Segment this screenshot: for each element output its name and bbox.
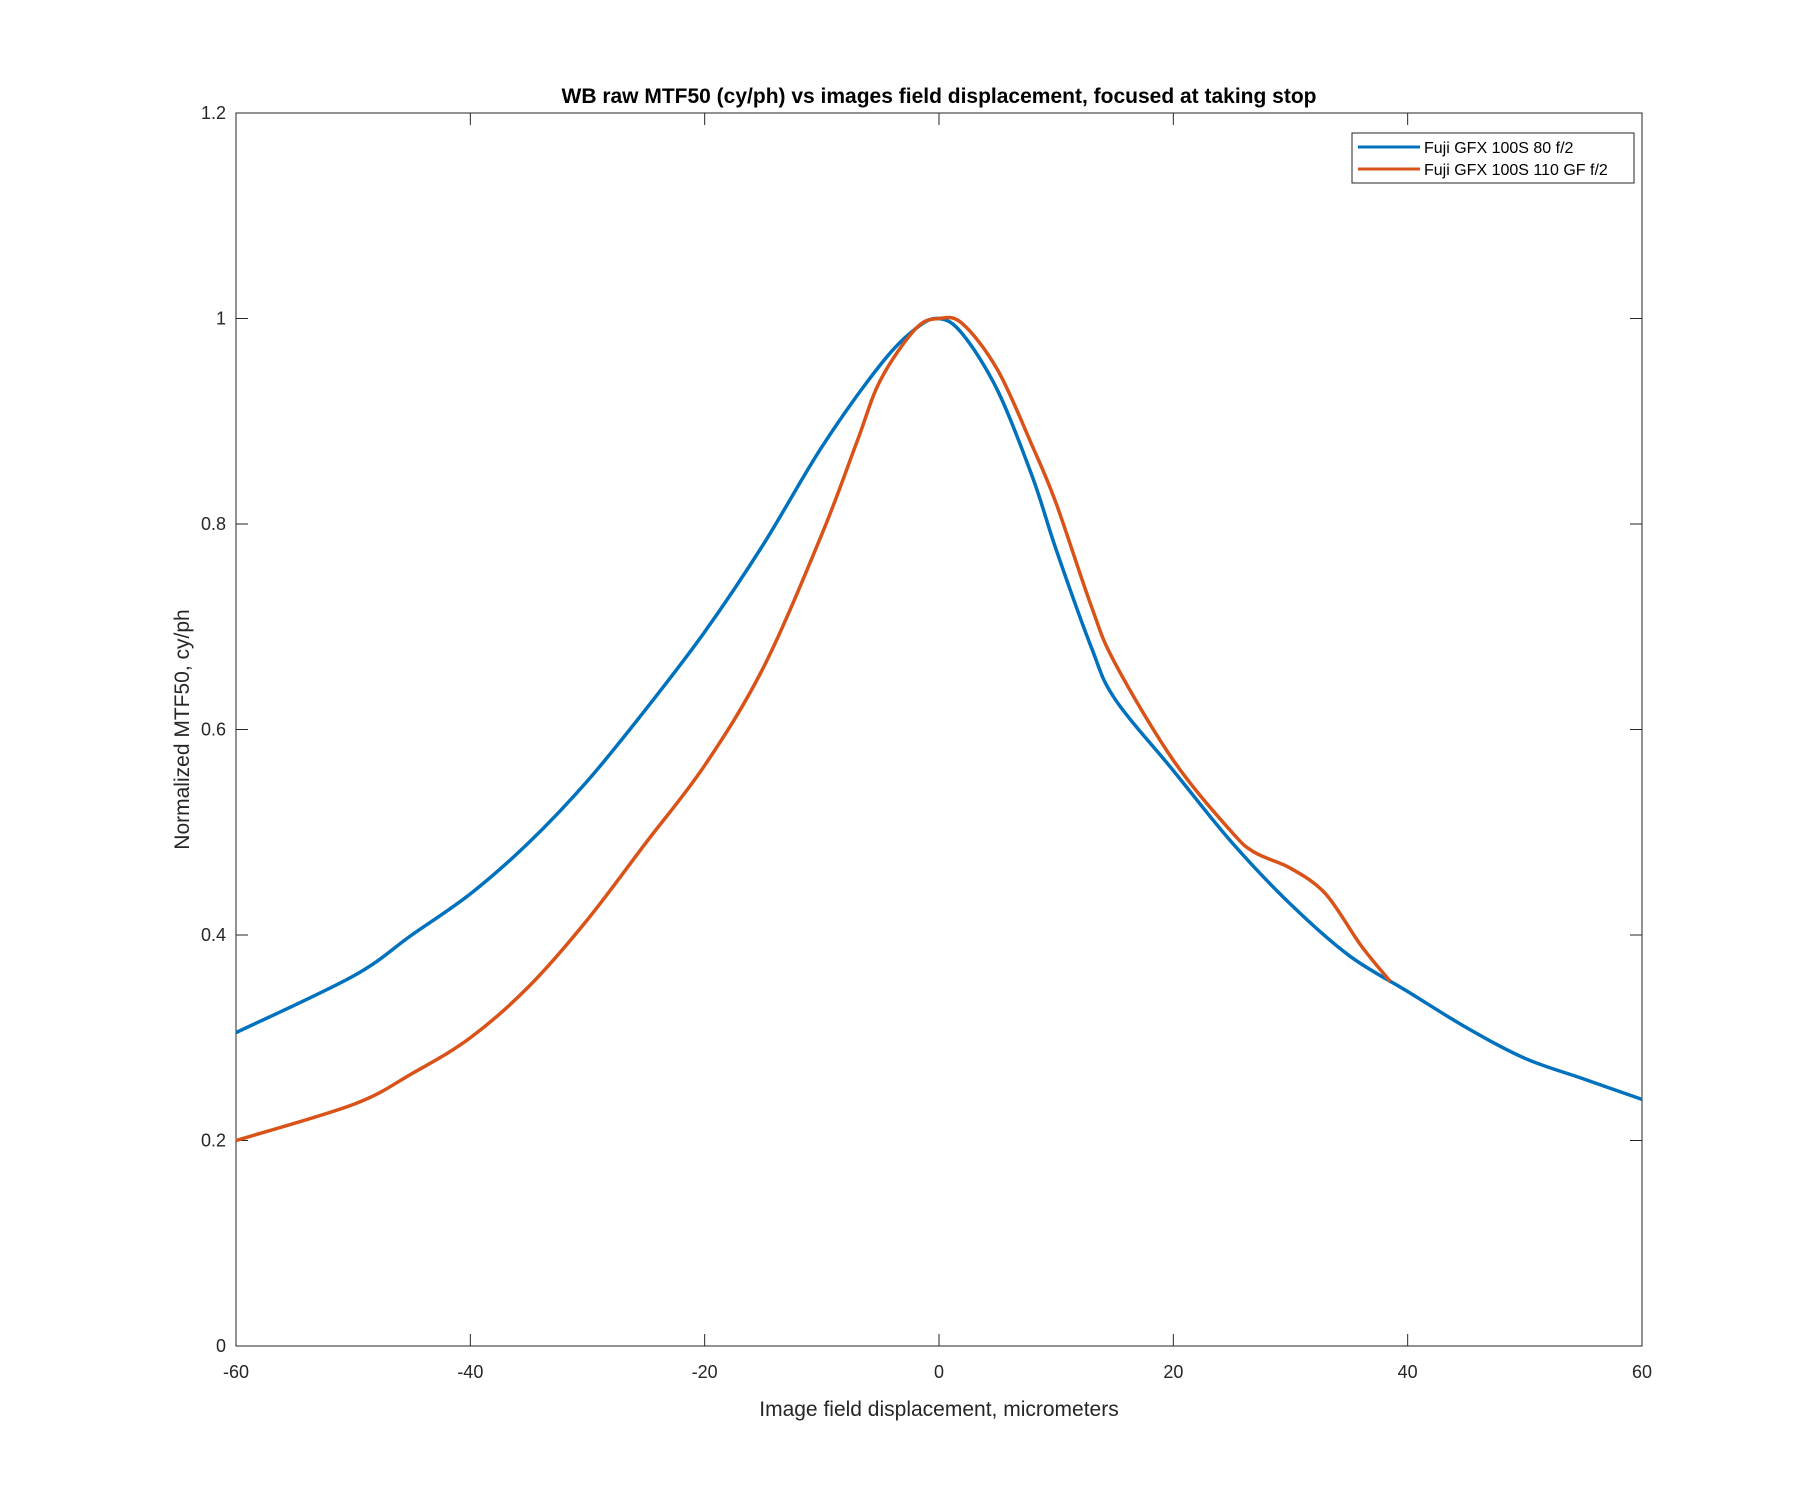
legend-label-series-1: Fuji GFX 100S 80 f/2 <box>1424 140 1574 157</box>
y-axis-label: Normalized MTF50, cy/ph <box>171 609 194 849</box>
series-layer <box>235 315 1643 1143</box>
x-tick-label: 20 <box>1163 1362 1183 1382</box>
x-tick-label: 60 <box>1632 1362 1652 1382</box>
y-tick-label: 0.8 <box>201 514 226 534</box>
y-axis: 0 0.2 0.4 0.6 0.8 1 1.2 <box>201 103 1642 1356</box>
series-line-1 <box>235 316 1643 1102</box>
legend: Fuji GFX 100S 80 f/2 Fuji GFX 100S 110 G… <box>1351 132 1635 184</box>
y-tick-label: 0.2 <box>201 1131 226 1151</box>
y-tick-label: 0.6 <box>201 720 226 740</box>
x-tick-label: -20 <box>692 1362 718 1382</box>
series-line-2 <box>235 315 1392 1143</box>
x-axis-label: Image field displacement, micrometers <box>759 1398 1118 1421</box>
y-tick-label: 1.2 <box>201 103 226 123</box>
y-tick-label: 0.4 <box>201 925 226 945</box>
plot-area <box>235 112 1643 1347</box>
y-tick-label: 0 <box>216 1336 226 1356</box>
legend-box <box>1351 132 1635 184</box>
x-axis: -60 -40 -20 0 20 40 60 <box>223 113 1652 1382</box>
x-tick-label: -60 <box>223 1362 249 1382</box>
x-tick-label: -40 <box>457 1362 483 1382</box>
chart-title: WB raw MTF50 (cy/ph) vs images field dis… <box>562 85 1317 108</box>
x-tick-label: 0 <box>934 1362 944 1382</box>
x-tick-label: 40 <box>1398 1362 1418 1382</box>
legend-label-series-2: Fuji GFX 100S 110 GF f/2 <box>1424 162 1608 179</box>
y-tick-label: 1 <box>216 309 226 329</box>
